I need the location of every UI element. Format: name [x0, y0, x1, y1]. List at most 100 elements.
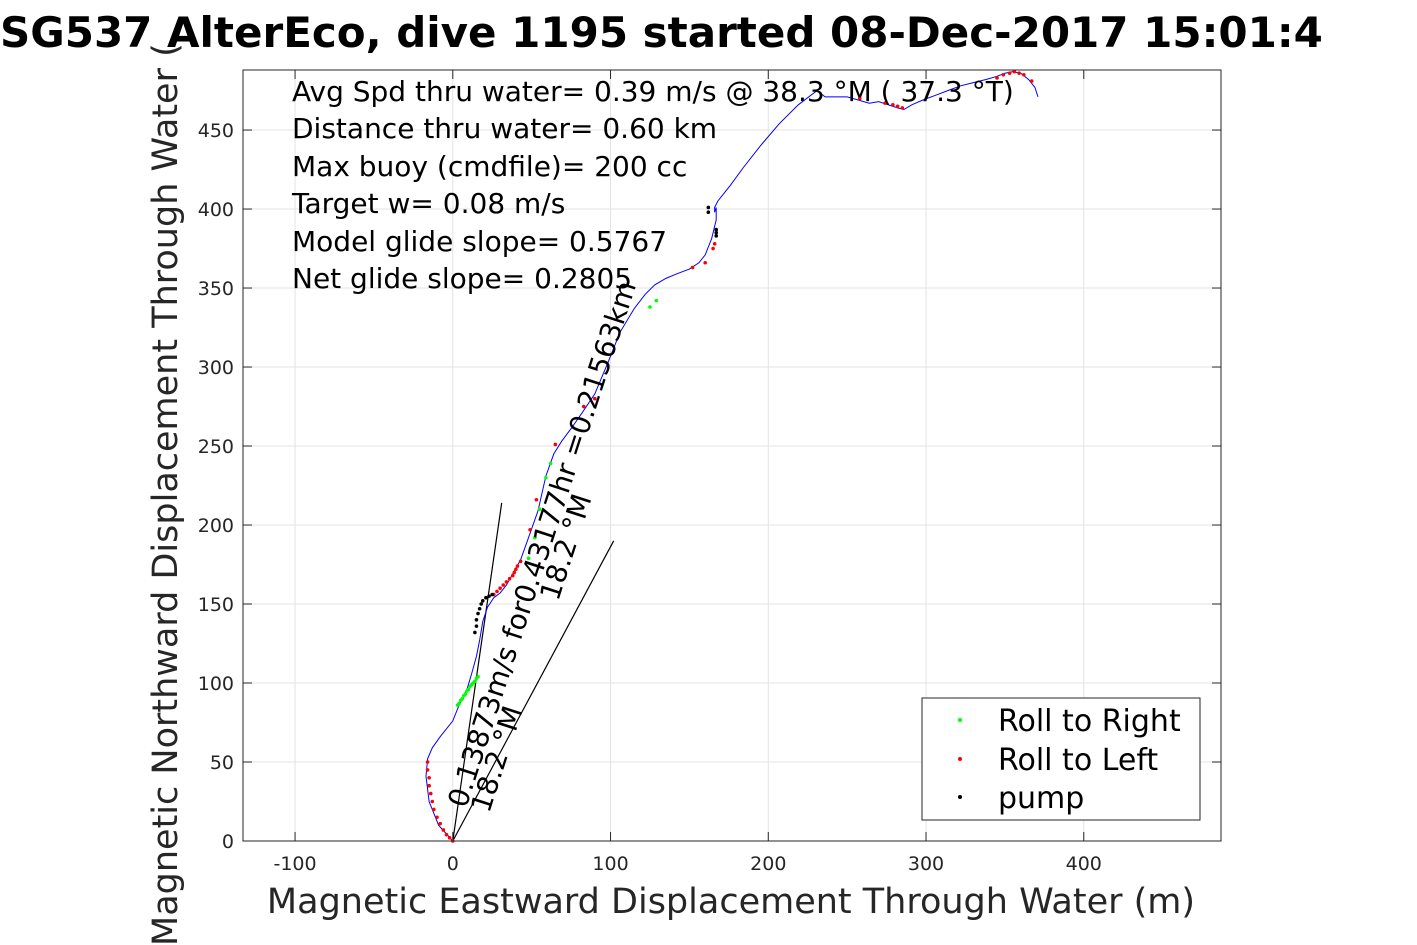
plot-area: -100 0 100 200 300 400 0 50 100 150 200 250 300 350 40… [198, 69, 1222, 875]
y-tick-label: 100 [198, 673, 234, 695]
y-tick-label: 450 [198, 120, 234, 142]
roll-right-point [460, 697, 465, 701]
pump-point [476, 611, 480, 616]
roll-left-point [1001, 72, 1006, 77]
roll-left-point [430, 799, 435, 804]
roll-left-point [711, 246, 715, 251]
reference-lines [452, 502, 615, 842]
pump-point [714, 234, 719, 238]
roll-left-point [883, 101, 887, 105]
roll-left-point [891, 102, 895, 107]
x-axis-label: Magnetic Eastward Displacement Through W… [267, 882, 1195, 922]
roll-right-point [463, 692, 468, 696]
roll-left-point [512, 570, 517, 575]
roll-left-point [428, 791, 433, 796]
x-tick-label: 0 [447, 853, 459, 875]
y-tick-label: 50 [210, 752, 234, 774]
legend-marker-roll-left [958, 757, 962, 761]
y-tick-label: 300 [198, 357, 234, 379]
roll-left-point [427, 783, 431, 788]
roll-left-point [900, 106, 905, 110]
roll-left-point [514, 567, 518, 572]
pump-point [477, 606, 482, 611]
roll-left-point [592, 396, 597, 401]
roll-left-point [507, 576, 512, 581]
roll-left-point [518, 559, 523, 564]
roll-right-point [457, 701, 461, 706]
y-tick-label: 400 [198, 199, 234, 221]
roll-right-point [654, 298, 659, 303]
y-tick-label: 250 [198, 436, 234, 458]
x-tick-label: 400 [1066, 853, 1102, 875]
roll-left-point [444, 832, 449, 837]
roll-left-point [581, 404, 586, 409]
pump-point [484, 595, 488, 600]
annotation-distance: Distance thru water= 0.60 km [292, 112, 717, 145]
legend-label-pump: pump [998, 781, 1084, 816]
pump-point [474, 624, 479, 628]
legend: Roll to Right Roll to Left pump [921, 697, 1201, 821]
x-tick-label: 200 [750, 853, 786, 875]
axis-ticks: -100 0 100 200 300 400 0 50 100 150 200 250 300 350 40… [198, 70, 1221, 875]
annotation-avg-speed: Avg Spd thru water= 0.39 m/s @ 38.3 °M (… [292, 75, 1014, 108]
roll-left-point [1022, 72, 1026, 77]
roll-left-point [534, 497, 539, 502]
roll-right-point [533, 535, 537, 540]
annotation-block: Avg Spd thru water= 0.39 m/s @ 38.3 °M (… [291, 75, 1014, 295]
pump-point [714, 227, 719, 232]
roll-left-point [1007, 71, 1012, 75]
x-tick-label: -100 [273, 853, 316, 875]
roll-left-point [553, 442, 558, 447]
roll-left-point [432, 807, 436, 812]
reference-line [452, 540, 615, 842]
roll-left-point [504, 580, 509, 584]
roll-left-point [712, 241, 717, 246]
roll-left-point [1012, 69, 1017, 74]
roll-right-point [544, 475, 548, 480]
axes-frame [242, 69, 1222, 842]
roll-left-point [438, 821, 442, 826]
pump-point [706, 205, 711, 210]
legend-label-roll-left: Roll to Left [998, 743, 1158, 778]
roll-right-point [473, 679, 477, 684]
roll-left-point [510, 573, 515, 578]
annotation-model-glide-slope: Model glide slope= 0.5767 [292, 225, 667, 258]
y-axis-label: Magnetic Northward Displacement Through … [146, 43, 186, 945]
pump-point [706, 210, 711, 214]
roll-right-point [526, 556, 531, 560]
roll-left-point [857, 96, 862, 101]
roll-left-point [515, 564, 520, 568]
track-line [425, 71, 1039, 842]
y-tick-label: 150 [198, 594, 234, 616]
legend-box [921, 697, 1201, 821]
roll-right-point [648, 305, 652, 309]
chart-title: SG537 AlterEco, dive 1195 started 08-Dec… [0, 8, 1323, 57]
legend-marker-roll-right [958, 718, 962, 722]
annotation-net-glide-slope: Net glide slope= 0.2805 [292, 262, 632, 295]
roll-left-point [441, 828, 446, 832]
roll-left-point [447, 836, 452, 840]
legend-label-roll-right: Roll to Right [998, 704, 1181, 739]
roll-left-point [703, 260, 707, 265]
roll-left-point [425, 768, 430, 772]
roll-left-point [435, 815, 439, 820]
roll-left-point [1017, 71, 1021, 75]
annotation-target-w: Target w= 0.08 m/s [291, 187, 565, 220]
roll-right-point [476, 674, 480, 679]
x-tick-label: 300 [908, 853, 944, 875]
roll-left-point [528, 527, 532, 532]
roll-left-point [427, 776, 431, 780]
roll-left-point [995, 76, 999, 80]
annotation-max-buoy: Max buoy (cmdfile)= 200 cc [292, 150, 687, 183]
series-markers [425, 69, 1034, 843]
roll-left-point [895, 104, 900, 109]
pump-point [490, 592, 495, 597]
y-tick-label: 200 [198, 515, 234, 537]
reference-line [452, 502, 503, 842]
legend-marker-pump [958, 795, 962, 799]
pump-point [479, 602, 483, 606]
track-layer [425, 71, 1039, 842]
roll-left-point [501, 583, 506, 587]
roll-left-point [425, 760, 430, 764]
